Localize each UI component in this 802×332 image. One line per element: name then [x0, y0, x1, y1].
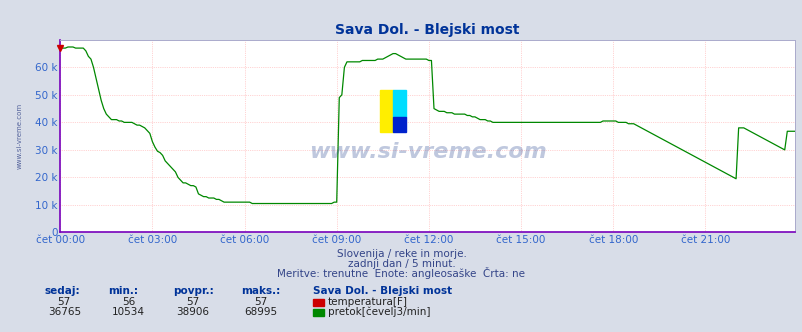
Text: www.si-vreme.com: www.si-vreme.com	[308, 141, 546, 162]
FancyBboxPatch shape	[392, 90, 406, 117]
Text: 38906: 38906	[176, 307, 209, 317]
Title: Sava Dol. - Blejski most: Sava Dol. - Blejski most	[335, 23, 519, 37]
Text: sedaj:: sedaj:	[44, 286, 79, 296]
Text: www.si-vreme.com: www.si-vreme.com	[17, 103, 22, 169]
Text: min.:: min.:	[108, 286, 138, 296]
Text: 10534: 10534	[111, 307, 145, 317]
Text: pretok[čevelj3/min]: pretok[čevelj3/min]	[327, 306, 430, 317]
Text: 57: 57	[186, 297, 199, 307]
Text: temperatura[F]: temperatura[F]	[327, 297, 407, 307]
Text: Sava Dol. - Blejski most: Sava Dol. - Blejski most	[313, 286, 452, 296]
Text: 56: 56	[122, 297, 135, 307]
FancyBboxPatch shape	[379, 90, 392, 132]
Text: 36765: 36765	[47, 307, 81, 317]
FancyBboxPatch shape	[392, 117, 406, 132]
Text: povpr.:: povpr.:	[172, 286, 213, 296]
Text: 68995: 68995	[244, 307, 277, 317]
Text: 57: 57	[254, 297, 267, 307]
Text: 57: 57	[58, 297, 71, 307]
Text: Slovenija / reke in morje.: Slovenija / reke in morje.	[336, 249, 466, 259]
Text: Meritve: trenutne  Enote: angleosaške  Črta: ne: Meritve: trenutne Enote: angleosaške Črt…	[277, 267, 525, 279]
Text: maks.:: maks.:	[241, 286, 280, 296]
Text: zadnji dan / 5 minut.: zadnji dan / 5 minut.	[347, 259, 455, 269]
